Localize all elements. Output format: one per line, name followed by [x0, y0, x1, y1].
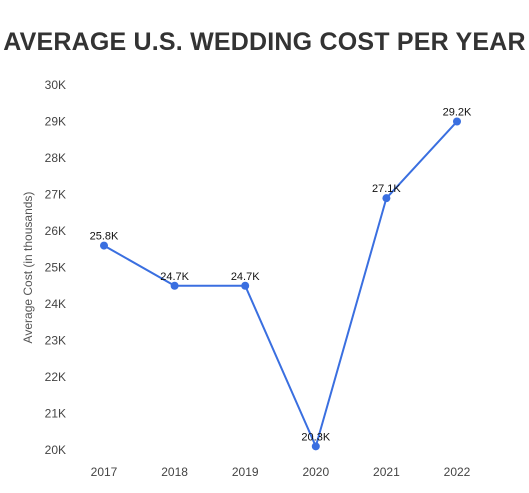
- y-axis-title: Average Cost (in thousands): [21, 192, 35, 344]
- data-point: [382, 194, 391, 203]
- chart-title: AVERAGE U.S. WEDDING COST PER YEAR: [3, 28, 526, 56]
- x-axis-ticks: 2017 2018 2019 2020 2021 2022: [91, 465, 471, 479]
- y-tick-label: 25K: [45, 261, 66, 275]
- x-tick-label: 2022: [444, 465, 471, 479]
- data-label: 20.3K: [301, 431, 330, 443]
- y-tick-label: 22K: [45, 370, 66, 384]
- data-label: 24.7K: [160, 271, 189, 283]
- data-point: [453, 117, 461, 126]
- x-tick-label: 2020: [302, 465, 329, 479]
- y-tick-label: 24K: [45, 297, 66, 311]
- data-label: 27.1K: [372, 183, 401, 195]
- y-tick-label: 28K: [45, 151, 66, 165]
- x-tick-label: 2017: [91, 465, 118, 479]
- y-tick-label: 23K: [45, 334, 66, 348]
- data-label: 24.7K: [231, 271, 260, 283]
- data-label: 25.8K: [90, 231, 119, 243]
- data-point: [100, 241, 108, 250]
- data-point: [170, 281, 179, 290]
- data-point: [241, 281, 250, 290]
- x-tick-label: 2021: [373, 465, 400, 479]
- y-tick-label: 29K: [45, 115, 66, 129]
- data-label: 29.2K: [443, 107, 472, 119]
- y-tick-label: 27K: [45, 188, 66, 202]
- series-group: 25.8K 24.7K 24.7K 20.3K 27.1K 29.2K: [90, 107, 472, 451]
- y-tick-label: 30K: [45, 78, 66, 92]
- series-line: [103, 120, 458, 448]
- x-tick-label: 2019: [232, 465, 259, 479]
- y-tick-label: 21K: [45, 407, 66, 421]
- x-tick-label: 2018: [161, 465, 188, 479]
- y-axis-ticks: 20K 21K 22K 23K 24K 25K 26K 27K 28K 29K 30K: [45, 78, 66, 457]
- y-tick-label: 26K: [45, 224, 66, 238]
- y-tick-label: 20K: [45, 443, 66, 457]
- data-point: [311, 442, 320, 451]
